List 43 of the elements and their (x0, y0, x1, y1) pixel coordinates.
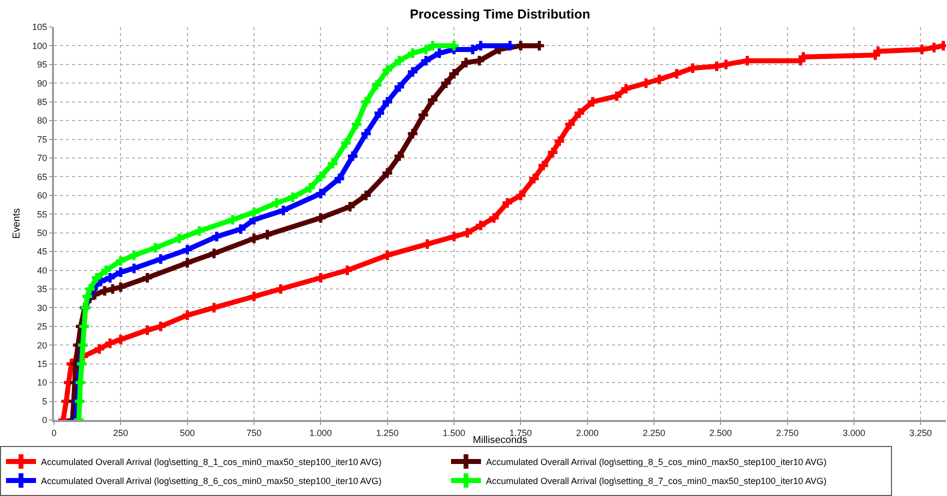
x-tick-label: 750 (246, 428, 262, 438)
y-tick-label: 10 (37, 378, 48, 388)
x-tick-label: 250 (113, 428, 128, 438)
y-tick-label: 65 (37, 172, 48, 182)
y-tick-label: 85 (37, 97, 48, 108)
y-axis-title: Events (12, 208, 23, 239)
y-tick-label: 35 (37, 284, 48, 294)
y-tick-label: 50 (37, 228, 48, 238)
y-tick-label: 105 (32, 22, 48, 32)
x-tick-label: 500 (180, 428, 195, 438)
y-tick-label: 95 (37, 60, 48, 70)
y-tick-label: 30 (37, 302, 48, 313)
y-tick-label: 100 (32, 40, 48, 51)
x-tick-label: 2.250 (642, 428, 666, 438)
y-tick-label: 15 (37, 359, 48, 370)
y-tick-label: 90 (37, 78, 48, 88)
legend-label: Accumulated Overall Arrival (log\setting_8_1_cos_min0_max50_step100_iter10 AVG) (41, 457, 382, 468)
x-tick-label: 1.250 (376, 428, 399, 438)
y-tick-label: 55 (37, 209, 48, 220)
x-tick-label: 0 (51, 428, 57, 438)
x-tick-label: 1.500 (442, 428, 466, 438)
y-tick-label: 60 (37, 190, 48, 201)
x-tick-label: 2.750 (776, 428, 799, 438)
y-tick-label: 80 (37, 116, 48, 126)
legend-label: Accumulated Overall Arrival (log\setting_8_5_cos_min0_max50_step100_iter10 AVG) (486, 457, 827, 468)
y-tick-label: 75 (37, 134, 48, 144)
legend-label: Accumulated Overall Arrival (log\setting_8_6_cos_min0_max50_step100_iter10 AVG) (41, 476, 382, 486)
x-tick-label: 2.500 (709, 428, 732, 438)
chart-title: Processing Time Distribution (410, 6, 590, 22)
x-tick-label: 1.000 (309, 428, 332, 438)
y-tick-label: 5 (42, 396, 48, 406)
y-tick-label: 25 (37, 322, 48, 332)
y-tick-label: 70 (37, 153, 48, 164)
x-tick-label: 3.250 (909, 428, 932, 438)
x-axis-title: Milliseconds (472, 435, 528, 446)
y-tick-label: 40 (37, 265, 48, 276)
x-tick-label: 2.000 (576, 428, 599, 438)
y-tick-label: 0 (42, 415, 48, 426)
x-tick-label: 1.750 (509, 428, 532, 438)
y-tick-label: 20 (37, 340, 48, 350)
x-tick-label: 3.000 (842, 428, 866, 438)
legend-label: Accumulated Overall Arrival (log\setting_8_7_cos_min0_max50_step100_iter10 AVG) (486, 476, 827, 486)
y-tick-label: 45 (37, 246, 48, 257)
